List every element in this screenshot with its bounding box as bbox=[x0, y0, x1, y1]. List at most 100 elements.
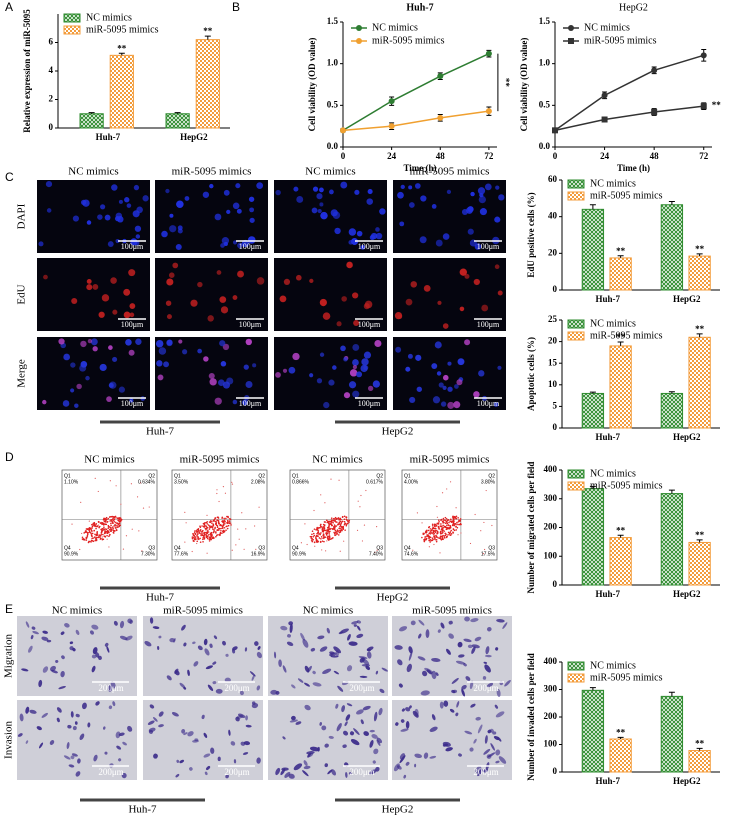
event bbox=[210, 526, 212, 529]
error-bar bbox=[696, 253, 703, 257]
legend-swatch bbox=[567, 179, 585, 189]
event bbox=[448, 527, 450, 529]
row-label: DAPI bbox=[16, 203, 28, 229]
event bbox=[223, 530, 226, 533]
event bbox=[85, 528, 88, 530]
cell bbox=[161, 230, 168, 238]
line bbox=[342, 52, 490, 131]
event bbox=[142, 507, 145, 509]
cell bbox=[420, 195, 427, 202]
event bbox=[105, 528, 108, 531]
event bbox=[451, 524, 454, 527]
event bbox=[206, 552, 208, 554]
cell bbox=[431, 670, 437, 680]
bar bbox=[609, 257, 632, 291]
error-bar bbox=[174, 112, 181, 114]
column-header: miR-5095 mimics bbox=[163, 605, 243, 617]
cell bbox=[70, 388, 75, 393]
event bbox=[85, 537, 88, 540]
event bbox=[87, 541, 90, 544]
cell bbox=[36, 726, 42, 731]
event bbox=[221, 525, 223, 527]
event bbox=[220, 529, 222, 532]
event bbox=[196, 540, 199, 543]
cell bbox=[233, 759, 237, 764]
event bbox=[339, 517, 341, 520]
event bbox=[329, 520, 332, 523]
event bbox=[442, 527, 445, 529]
event bbox=[315, 529, 317, 531]
x-tick-label: Huh-7 bbox=[596, 589, 621, 599]
bar bbox=[609, 537, 632, 586]
cell bbox=[400, 719, 405, 723]
cell bbox=[410, 620, 416, 626]
scale-label: 100μm bbox=[239, 399, 262, 408]
cell bbox=[475, 716, 481, 721]
cell bbox=[74, 721, 78, 725]
cell bbox=[463, 663, 467, 667]
marker bbox=[356, 25, 362, 31]
cell bbox=[175, 243, 182, 250]
y-axis-label: EdU positive cells (%) bbox=[526, 192, 536, 277]
cell bbox=[375, 227, 380, 232]
event bbox=[312, 538, 314, 541]
event bbox=[206, 532, 209, 534]
event bbox=[218, 522, 220, 525]
event bbox=[184, 511, 186, 513]
event bbox=[442, 534, 444, 537]
cell bbox=[108, 705, 113, 710]
cell bbox=[157, 646, 160, 650]
event bbox=[459, 520, 461, 523]
scale-label: 100μm bbox=[121, 320, 144, 329]
cell bbox=[149, 704, 155, 709]
x-tick-label: 48 bbox=[650, 151, 660, 161]
event bbox=[345, 516, 347, 518]
event bbox=[184, 541, 186, 543]
y-tick-label: 25 bbox=[548, 314, 558, 324]
cell bbox=[249, 217, 255, 223]
cell bbox=[401, 708, 406, 712]
cell bbox=[477, 187, 486, 195]
cell bbox=[121, 772, 127, 779]
quadrant-label: Q2 bbox=[148, 473, 155, 479]
event bbox=[452, 532, 455, 534]
cell bbox=[455, 660, 466, 665]
event bbox=[223, 526, 226, 529]
cell bbox=[474, 243, 482, 250]
cell bbox=[487, 729, 492, 734]
event bbox=[335, 532, 337, 534]
cell bbox=[304, 704, 311, 711]
cell bbox=[115, 212, 123, 220]
event bbox=[112, 531, 115, 534]
event bbox=[327, 528, 329, 531]
y-axis-label: Apoptotic cells (%) bbox=[526, 337, 536, 411]
x-axis-label: Time (h) bbox=[617, 163, 650, 173]
cell bbox=[359, 675, 368, 678]
event bbox=[225, 517, 227, 520]
event bbox=[428, 537, 430, 540]
event bbox=[434, 529, 437, 532]
event bbox=[421, 536, 423, 539]
event bbox=[217, 521, 220, 524]
cell bbox=[67, 724, 72, 729]
cell bbox=[408, 185, 413, 190]
event bbox=[111, 526, 114, 528]
event bbox=[211, 520, 213, 523]
column-header: NC mimics bbox=[68, 166, 118, 178]
event bbox=[444, 516, 447, 519]
event bbox=[138, 530, 140, 532]
cell bbox=[62, 400, 70, 407]
quadrant-percent: 77.6% bbox=[174, 551, 189, 557]
cell bbox=[116, 745, 122, 750]
cell bbox=[86, 220, 92, 225]
cell bbox=[181, 729, 186, 734]
cell bbox=[473, 738, 477, 744]
cell bbox=[256, 651, 263, 659]
cell bbox=[129, 619, 133, 624]
legend-swatch bbox=[567, 673, 585, 683]
bar bbox=[660, 392, 684, 429]
cell bbox=[86, 278, 92, 284]
event bbox=[191, 550, 193, 553]
event bbox=[202, 522, 205, 525]
significance: ** bbox=[695, 244, 705, 254]
